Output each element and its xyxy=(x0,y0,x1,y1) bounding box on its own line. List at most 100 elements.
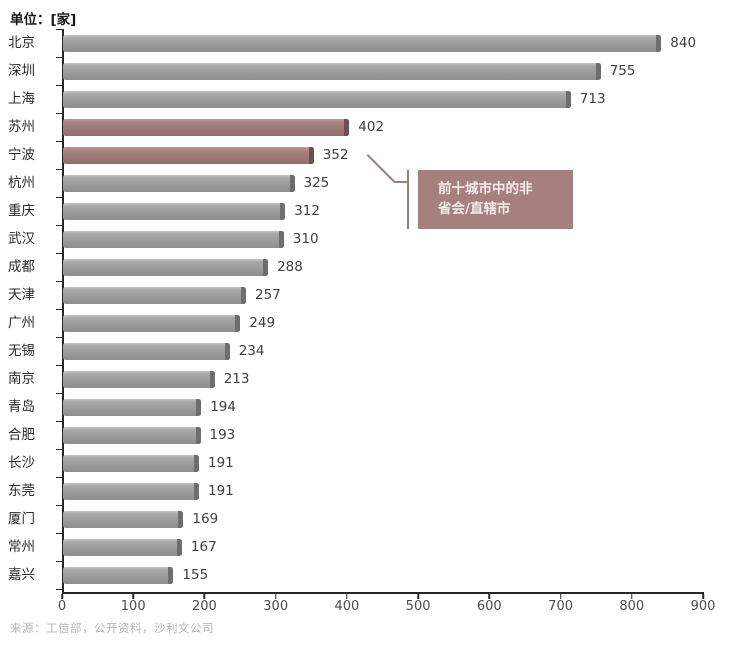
value-label: 194 xyxy=(210,399,236,415)
table-row: 广州 249 xyxy=(0,309,741,337)
bar xyxy=(63,370,215,388)
category-label: 深圳 xyxy=(8,63,35,79)
bar-track: 213 xyxy=(62,365,741,393)
value-label: 288 xyxy=(277,259,303,275)
bar xyxy=(63,566,174,584)
category-label: 广州 xyxy=(8,315,35,331)
table-row: 合肥 193 xyxy=(0,421,741,449)
value-label: 312 xyxy=(294,203,320,219)
value-label: 840 xyxy=(670,35,697,51)
table-row: 嘉兴 155 xyxy=(0,561,741,589)
category-label: 嘉兴 xyxy=(8,567,35,583)
bar xyxy=(63,146,314,164)
bar xyxy=(63,90,571,108)
table-row: 深圳 755 xyxy=(0,57,741,85)
value-label: 193 xyxy=(209,427,236,443)
table-row: 长沙 191 xyxy=(0,449,741,477)
value-label: 155 xyxy=(182,567,209,583)
value-label: 167 xyxy=(190,539,217,555)
table-row: 苏州 402 xyxy=(0,113,741,141)
table-row: 天津 257 xyxy=(0,281,741,309)
table-row: 武汉 310 xyxy=(0,225,741,253)
x-tick xyxy=(346,594,348,599)
x-tick-label: 600 xyxy=(476,599,502,614)
x-axis-line xyxy=(62,592,704,594)
bar-rows: 北京 840 深圳 755 上海 713 苏州 402 宁波 352 xyxy=(0,29,741,589)
bar-track: 167 xyxy=(62,533,741,561)
x-tick-label: 900 xyxy=(690,599,716,614)
bar-track: 755 xyxy=(62,57,741,85)
source-note: 来源：工信部，公开资料，沙利文公司 xyxy=(10,621,214,635)
x-tick xyxy=(631,594,633,599)
bar-track: 169 xyxy=(62,505,741,533)
x-tick xyxy=(488,594,491,599)
x-tick xyxy=(132,594,134,599)
category-label: 南京 xyxy=(8,371,35,387)
category-label: 宁波 xyxy=(8,147,35,163)
bar-track: 191 xyxy=(62,449,741,477)
bar xyxy=(63,286,246,304)
value-label: 402 xyxy=(358,119,385,135)
table-row: 杭州 325 xyxy=(0,169,741,197)
annotation-line-1: 前十城市中的非 xyxy=(438,181,533,197)
bar-track: 325 xyxy=(62,169,741,197)
category-label: 重庆 xyxy=(8,203,35,219)
bar xyxy=(63,398,202,416)
bar-track: 713 xyxy=(62,85,741,113)
bar xyxy=(63,538,182,556)
bar xyxy=(63,258,269,276)
category-label: 上海 xyxy=(8,91,35,107)
x-tick xyxy=(61,594,63,599)
bar-track: 312 xyxy=(62,197,741,225)
category-label: 常州 xyxy=(8,539,35,555)
value-label: 213 xyxy=(223,371,250,387)
bar-track: 234 xyxy=(62,337,741,365)
value-label: 257 xyxy=(255,287,281,303)
x-tick xyxy=(702,594,704,599)
bar xyxy=(63,482,199,500)
bar xyxy=(63,230,284,248)
category-label: 厦门 xyxy=(8,511,35,527)
bar xyxy=(63,62,601,80)
x-tick-label: 500 xyxy=(405,599,431,614)
bar xyxy=(63,426,201,444)
annotation-line-2: 省会/直辖市 xyxy=(438,200,511,217)
bar-track: 352 xyxy=(62,141,741,169)
category-label: 无锡 xyxy=(8,343,35,359)
x-tick xyxy=(417,594,419,599)
x-tick-label: 100 xyxy=(120,599,146,614)
bar-track: 288 xyxy=(62,253,741,281)
x-tick-label: 400 xyxy=(334,599,360,614)
value-label: 755 xyxy=(609,63,636,79)
bar xyxy=(63,510,184,528)
bar xyxy=(63,202,286,220)
bar-track: 191 xyxy=(62,477,741,505)
table-row: 南京 213 xyxy=(0,365,741,393)
x-tick xyxy=(203,594,206,599)
bar-track: 310 xyxy=(62,225,741,253)
x-tick-label: 300 xyxy=(263,599,289,614)
bar-track: 402 xyxy=(62,113,741,141)
value-label: 191 xyxy=(208,483,234,499)
x-tick-label: 200 xyxy=(191,599,217,614)
x-tick xyxy=(274,594,277,599)
y-axis-line xyxy=(62,29,64,593)
callout-line-vertical xyxy=(407,170,409,229)
chart-title: 单位：[家] xyxy=(10,12,77,28)
bar xyxy=(63,342,230,360)
table-row: 重庆 312 xyxy=(0,197,741,225)
table-row: 无锡 234 xyxy=(0,337,741,365)
value-label: 352 xyxy=(322,147,349,163)
x-tick-label: 700 xyxy=(548,599,574,614)
x-tick xyxy=(559,594,562,599)
value-label: 325 xyxy=(303,175,330,191)
category-label: 苏州 xyxy=(8,119,35,135)
category-label: 成都 xyxy=(8,259,35,275)
category-label: 天津 xyxy=(8,287,35,303)
bar-track: 840 xyxy=(62,29,741,57)
category-label: 长沙 xyxy=(8,455,35,471)
annotation-box: 前十城市中的非 省会/直辖市 xyxy=(418,170,573,229)
table-row: 厦门 169 xyxy=(0,505,741,533)
value-label: 310 xyxy=(292,231,319,247)
